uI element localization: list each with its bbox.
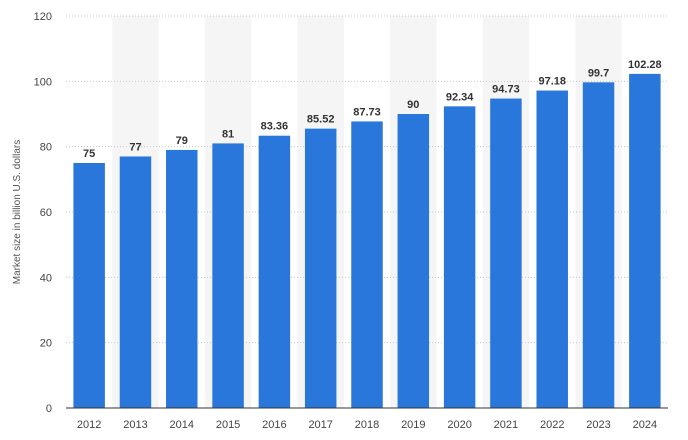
x-tick-label: 2016 [262,419,286,431]
data-label-2015: 81 [222,128,234,140]
data-label-2016: 83.36 [261,121,289,133]
bar-2020 [443,106,476,408]
y-axis-ticks: 0 20 40 60 80 100 120 [34,11,52,415]
data-label-2013: 77 [129,141,141,153]
x-tick-label: 2018 [355,419,379,431]
bar-2014 [166,149,198,408]
y-axis-title: Market size in billion U.S. dollars [12,140,23,285]
x-tick-label: 2021 [494,419,518,431]
data-label-2020: 92.34 [446,91,474,103]
x-tick-label: 2014 [170,419,194,431]
x-tick-label: 2019 [401,419,425,431]
y-tick-label: 20 [40,338,52,350]
bar-2018 [351,121,383,408]
bar-2024 [629,73,661,409]
data-label-2018: 87.73 [353,106,381,118]
bar-2017 [304,128,337,408]
y-tick-label: 100 [34,76,52,88]
data-label-2019: 90 [407,99,419,111]
bar-2016 [258,135,291,408]
bars [73,73,661,409]
x-tick-label: 2020 [447,419,471,431]
x-tick-label: 2012 [77,419,101,431]
data-label-2012: 75 [83,148,95,160]
bar-2013 [119,156,152,408]
data-label-2017: 85.52 [307,114,335,126]
x-tick-label: 2015 [216,419,240,431]
x-axis-ticks: 2012 2013 2014 2015 2016 2017 2018 2019 2020 2021… [77,419,657,431]
data-label-2014: 79 [176,135,188,147]
data-labels: 75 77 79 81 83.36 85.52 87.73 90 92.34 94.73 97.18… [83,59,662,160]
bar-2021 [490,98,522,408]
data-label-2024: 102.28 [628,59,662,71]
bar-2019 [397,114,430,408]
data-label-2022: 97.18 [538,76,566,88]
y-tick-label: 120 [34,11,52,23]
x-tick-label: 2022 [540,419,564,431]
bar-2023 [582,82,615,409]
y-tick-label: 0 [46,403,52,415]
bar-2015 [212,143,244,408]
y-tick-label: 60 [40,207,52,219]
data-label-2023: 99.7 [588,67,609,79]
data-label-2021: 94.73 [492,84,520,96]
bar-2022 [536,90,568,408]
x-tick-label: 2017 [308,419,332,431]
x-tick-label: 2013 [123,419,147,431]
y-tick-label: 40 [40,272,52,284]
x-tick-label: 2023 [586,419,610,431]
bar-2012 [73,163,105,408]
x-tick-label: 2024 [633,419,657,431]
y-tick-label: 80 [40,142,52,154]
